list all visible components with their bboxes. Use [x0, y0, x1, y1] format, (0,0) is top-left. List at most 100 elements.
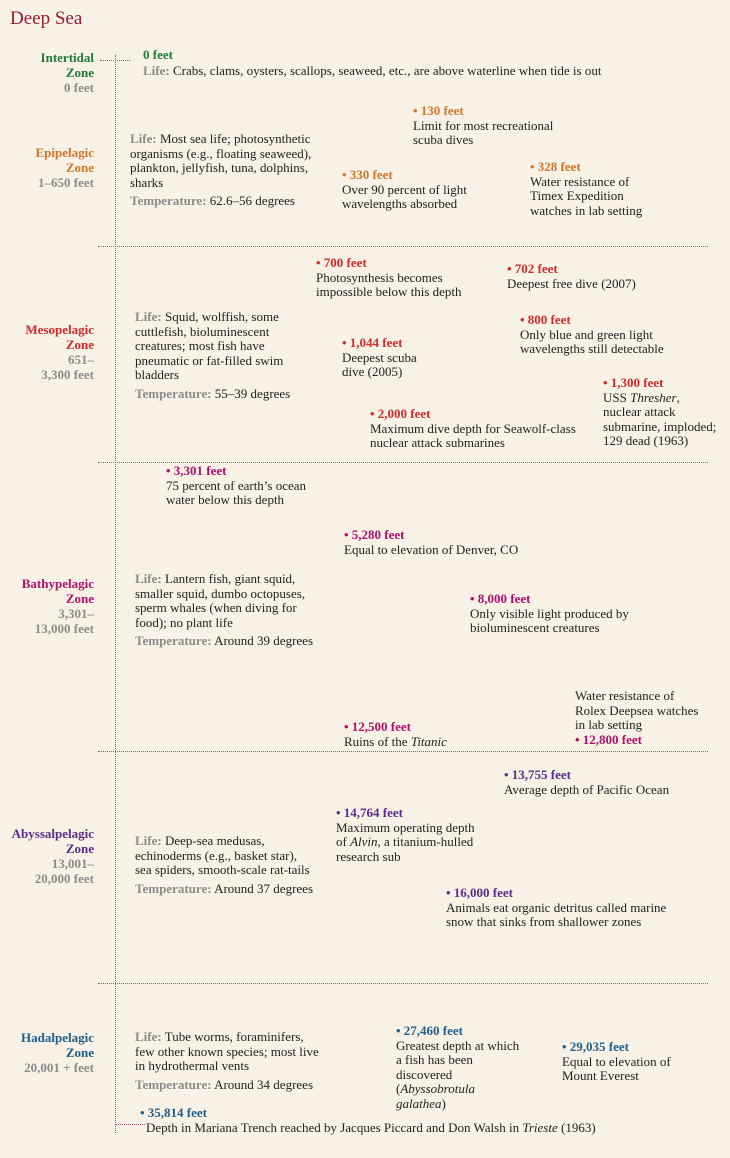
- annotation-text: Limit for most recreational scuba dives: [413, 117, 554, 147]
- annotation-text: Ruins of the: [344, 733, 411, 749]
- annotation-text: USS: [603, 389, 631, 405]
- annotation-29035-feet: • 29,035 feet Equal to elevation of Moun…: [562, 1039, 672, 1084]
- depth-label: • 2,000 feet: [370, 406, 431, 421]
- annotation-1300-feet: • 1,300 feet USS Thresher, nuclear attac…: [603, 375, 721, 449]
- life-label: Life:: [130, 131, 157, 146]
- annotation-130-feet: • 130 feet Limit for most recreational s…: [413, 103, 573, 148]
- temperature-text: 62.6–56 degrees: [209, 193, 295, 208]
- depth-label: • 14,764 feet: [336, 805, 403, 820]
- annotation-text: Water resistance of Rolex Deepsea watche…: [575, 688, 699, 732]
- annotation-text: , nuclear attack submarine, imploded; 12…: [603, 389, 717, 448]
- annotation-text: ): [441, 1095, 446, 1111]
- annotation-12500-feet: • 12,500 feet Ruins of the Titanic: [344, 719, 484, 749]
- zone-name: Zone: [65, 1045, 94, 1060]
- depth-label: • 3,301 feet: [166, 463, 227, 478]
- zone-name: Zone: [65, 160, 94, 175]
- annotation-text: Depth in Mariana Trench reached by Jacqu…: [146, 1119, 523, 1135]
- life-text: Crabs, clams, oysters, scallops, seaweed…: [172, 63, 602, 78]
- zone-name: Hadalpelagic: [21, 1030, 94, 1045]
- zone-divider: [98, 983, 708, 984]
- depth-label: • 1,300 feet: [603, 375, 664, 390]
- zone-range: 13,001–: [51, 856, 94, 871]
- annotation-text: Only blue and green light wavelengths st…: [520, 326, 664, 356]
- vessel-name: Trieste: [522, 1119, 558, 1135]
- life-label: Life:: [135, 571, 162, 586]
- zone-label-intertidal: Intertidal Zone 0 feet: [4, 50, 94, 95]
- zone-name: Zone: [65, 337, 94, 352]
- depth-label: • 700 feet: [316, 255, 367, 270]
- annotation-27460-feet: • 27,460 feet Greatest depth at which a …: [396, 1023, 526, 1111]
- ship-name: Titanic: [410, 733, 447, 749]
- depth-label: • 8,000 feet: [470, 591, 531, 606]
- annotation-8000-feet: • 8,000 feet Only visible light produced…: [470, 591, 630, 636]
- zone-divider: [98, 462, 708, 463]
- annotation-text: (1963): [557, 1119, 596, 1135]
- zone-name: Zone: [65, 591, 94, 606]
- zone-description-abyssalpelagic: Life: Deep-sea medusas, echinoderms (e.g…: [135, 833, 315, 896]
- depth-label: • 13,755 feet: [504, 767, 571, 782]
- annotation-text: (: [396, 1081, 401, 1096]
- zone-label-bathypelagic: Bathypelagic Zone 3,301– 13,000 feet: [4, 576, 94, 636]
- zone-range: 3,300 feet: [41, 367, 94, 382]
- zone-range: 13,000 feet: [34, 621, 94, 636]
- life-label: Life:: [135, 1029, 162, 1044]
- temperature-text: 55–39 degrees: [214, 385, 291, 401]
- zone-range: 3,301–: [58, 606, 94, 621]
- life-label: Life:: [135, 833, 162, 848]
- depth-label: • 12,500 feet: [344, 719, 411, 734]
- annotation-text: Deepest scuba dive (2005): [342, 349, 417, 379]
- temperature-label: Temperature:: [135, 633, 212, 648]
- zone-range: 0 feet: [64, 80, 94, 95]
- zone-label-hadalpelagic: Hadalpelagic Zone 20,001 + feet: [4, 1030, 94, 1075]
- zone-name: Zone: [65, 65, 94, 80]
- annotation-text: Maximum operating depth of: [336, 819, 475, 849]
- depth-label: • 27,460 feet: [396, 1023, 463, 1038]
- temperature-label: Temperature:: [135, 880, 212, 896]
- depth-guide-line: [115, 55, 116, 1133]
- zone-range: 1–650 feet: [38, 175, 94, 190]
- depth-label: • 35,814 feet: [140, 1105, 207, 1120]
- annotation-16000-feet: • 16,000 feet Animals eat organic detrit…: [446, 885, 686, 930]
- depth-label: • 130 feet: [413, 103, 464, 118]
- zone-label-epipelagic: Epipelagic Zone 1–650 feet: [4, 145, 94, 190]
- annotation-text: Over 90 percent of light wavelengths abs…: [342, 181, 467, 211]
- annotation-13755-feet: • 13,755 feet Average depth of Pacific O…: [504, 767, 704, 797]
- temperature-label: Temperature:: [130, 193, 207, 208]
- annotation-text: Photosynthesis becomes impossible below …: [316, 269, 462, 299]
- annotation-1044-feet: • 1,044 feet Deepest scuba dive (2005): [342, 335, 437, 380]
- life-text: Squid, wolffish, some cuttlefish, biolum…: [135, 309, 284, 382]
- zone-description-intertidal: Life: Crabs, clams, oysters, scallops, s…: [143, 63, 723, 79]
- life-label: Life:: [135, 309, 162, 324]
- annotation-text: Maximum dive depth for Seawolf-class nuc…: [370, 420, 576, 450]
- annotation-text: Water resistance of Timex Expedition wat…: [530, 173, 643, 218]
- temperature-text: Around 39 degrees: [214, 633, 314, 648]
- annotation-text: Deepest free dive (2007): [507, 275, 636, 291]
- annotation-800-feet: • 800 feet Only blue and green light wav…: [520, 312, 670, 357]
- temperature-text: Around 37 degrees: [214, 880, 314, 896]
- zone-name: Abyssalpelagic: [11, 826, 94, 841]
- depth-label: • 5,280 feet: [344, 527, 405, 542]
- annotation-text: Greatest depth at which a fish has been …: [396, 1037, 520, 1082]
- depth-label: • 29,035 feet: [562, 1039, 629, 1054]
- depth-label: • 328 feet: [530, 159, 581, 174]
- depth-label: • 16,000 feet: [446, 885, 513, 900]
- zone-name: Intertidal: [40, 50, 94, 65]
- annotation-0-feet: 0 feet: [143, 47, 703, 63]
- annotation-5280-feet: • 5,280 feet Equal to elevation of Denve…: [344, 527, 544, 557]
- annotation-700-feet: • 700 feet Photosynthesis becomes imposs…: [316, 255, 496, 300]
- annotation-text: 75 percent of earth’s ocean water below …: [166, 477, 307, 507]
- page-title: Deep Sea: [10, 8, 83, 29]
- annotation-35814-feet: • 35,814 feet Depth in Mariana Trench re…: [140, 1105, 720, 1135]
- zone-range: 651–: [68, 352, 94, 367]
- life-text: Lantern fish, giant squid, smaller squid…: [135, 571, 306, 630]
- depth-label: • 800 feet: [520, 312, 571, 327]
- depth-label: • 1,044 feet: [342, 335, 403, 350]
- temperature-text: Around 34 degrees: [214, 1076, 314, 1092]
- zone-range: 20,001 + feet: [24, 1060, 94, 1075]
- annotation-text: Only visible light produced by biolumine…: [470, 605, 629, 635]
- surface-tick: [100, 60, 130, 61]
- annotation-14764-feet: • 14,764 feet Maximum operating depth of…: [336, 805, 484, 864]
- life-text: Most sea life; photosynthetic organisms …: [130, 131, 312, 190]
- zone-description-mesopelagic: Life: Squid, wolffish, some cuttlefish, …: [135, 309, 315, 401]
- annotation-text: Animals eat organic detritus called mari…: [446, 899, 667, 929]
